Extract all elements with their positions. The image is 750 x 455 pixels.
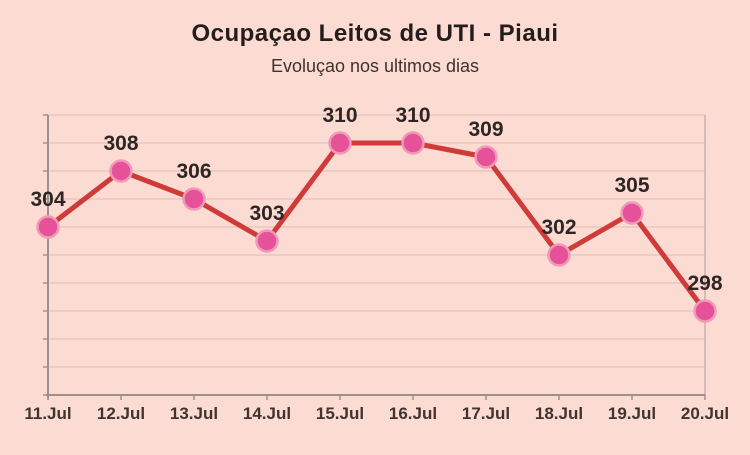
x-axis-label: 15.Jul — [316, 404, 364, 423]
data-label: 298 — [687, 272, 722, 295]
data-label: 308 — [103, 132, 138, 155]
x-axis-label: 14.Jul — [243, 404, 291, 423]
data-label: 303 — [249, 202, 284, 225]
data-label: 309 — [468, 118, 503, 141]
x-axis-label: 20.Jul — [681, 404, 729, 423]
series-line — [45, 140, 708, 314]
data-point — [255, 229, 279, 253]
data-point — [109, 159, 133, 183]
data-point — [401, 131, 425, 155]
x-axis-label: 11.Jul — [24, 404, 71, 423]
x-axis-label: 17.Jul — [462, 404, 510, 423]
data-point — [36, 215, 60, 239]
x-axis-label: 19.Jul — [608, 404, 656, 423]
data-point — [328, 131, 352, 155]
data-point — [693, 299, 717, 323]
chart-subtitle: Evoluçao nos ultimos dias — [270, 56, 480, 76]
data-label: 310 — [395, 104, 430, 127]
x-axis-label: 13.Jul — [170, 404, 218, 423]
data-label: 306 — [176, 160, 211, 183]
data-label: 310 — [322, 104, 357, 127]
data-label: 304 — [30, 188, 65, 211]
data-label: 302 — [541, 216, 576, 239]
x-axis-label: 18.Jul — [535, 404, 583, 423]
x-axis-label: 16.Jul — [389, 404, 437, 423]
data-point — [620, 201, 644, 225]
chart-title: Ocupaçao Leitos de UTI - Piaui — [191, 20, 559, 47]
x-axis-label: 12.Jul — [97, 404, 145, 423]
data-label: 305 — [614, 174, 649, 197]
data-point — [547, 243, 571, 267]
data-point — [474, 145, 498, 169]
data-point — [182, 187, 206, 211]
